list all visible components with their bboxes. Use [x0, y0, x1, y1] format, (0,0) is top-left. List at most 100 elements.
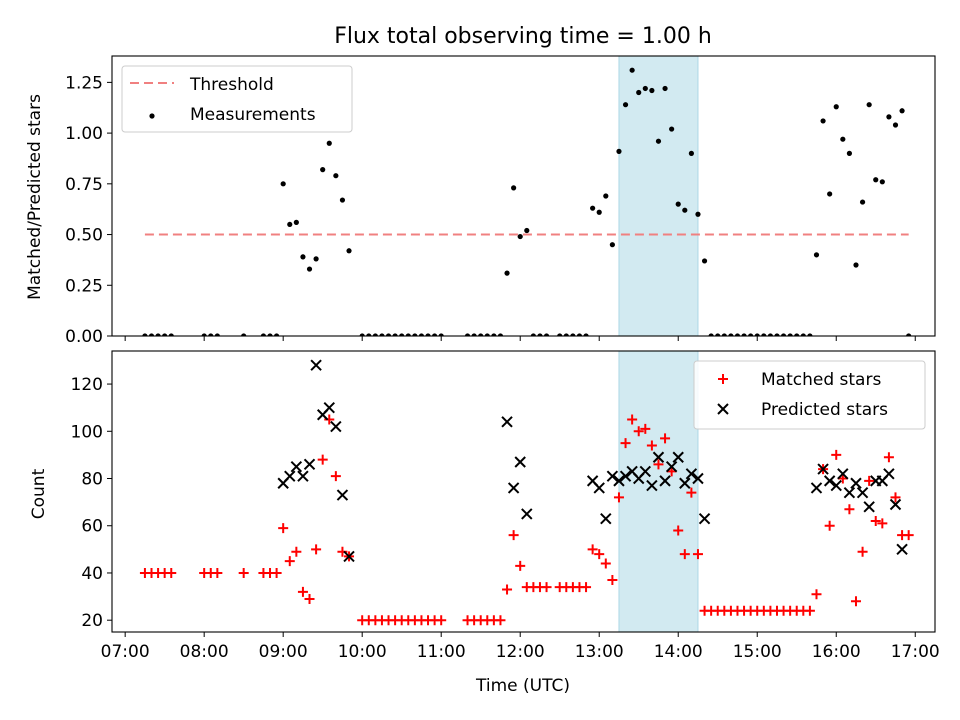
data-point	[241, 333, 247, 336]
data-point	[741, 333, 747, 336]
bottom-y-axis-label: Count	[29, 468, 49, 519]
data-point	[675, 201, 681, 207]
data-point	[827, 191, 833, 197]
data-point	[817, 463, 829, 475]
data-point	[620, 438, 631, 449]
bottom-y-tick-label: 120	[71, 375, 103, 395]
data-point	[853, 262, 859, 268]
data-point	[728, 333, 734, 336]
data-point	[883, 452, 894, 463]
data-point	[142, 333, 148, 336]
data-point	[873, 177, 879, 183]
data-point	[284, 470, 296, 482]
data-point	[679, 477, 691, 489]
data-point	[326, 140, 332, 146]
data-point	[686, 487, 697, 498]
data-point	[866, 102, 872, 108]
data-point	[385, 333, 392, 336]
top-y-tick-label: 0.25	[65, 276, 103, 296]
data-point	[863, 501, 875, 513]
data-point	[313, 256, 319, 262]
data-point	[864, 475, 875, 486]
data-point	[639, 465, 652, 478]
data-point	[896, 543, 908, 556]
top-panel: 0.00 0.25 0.50 0.75 1.00 1.25 Threshold Measure…	[65, 55, 936, 347]
x-axis-label: Time (UTC)	[475, 676, 570, 696]
data-point	[291, 546, 302, 557]
data-point	[840, 136, 846, 142]
top-y-tick-label: 1.00	[65, 124, 103, 144]
data-point	[774, 333, 780, 336]
data-point	[629, 67, 635, 73]
data-point	[576, 333, 583, 336]
data-point	[148, 333, 155, 336]
data-point	[655, 138, 662, 144]
data-point	[844, 504, 855, 515]
data-point	[850, 596, 861, 607]
data-point	[304, 593, 315, 604]
data-point	[811, 589, 822, 600]
legend-matched-swatch	[718, 374, 728, 384]
data-point	[260, 333, 267, 336]
data-point	[495, 615, 506, 626]
data-point	[278, 523, 289, 534]
data-point	[794, 333, 800, 336]
data-point	[168, 333, 174, 336]
data-point	[642, 85, 648, 92]
data-point	[438, 333, 444, 336]
data-point	[800, 333, 806, 336]
data-point	[787, 333, 793, 336]
data-point	[320, 167, 326, 173]
data-point	[508, 530, 519, 541]
data-point	[607, 575, 618, 586]
data-point	[511, 185, 517, 191]
x-tick-label: 15:00	[733, 642, 782, 662]
data-point	[399, 333, 405, 336]
bottom-panel: 20 40 60 80 100 120 07:00 08:00 09:00 10:00 11:00 1…	[71, 350, 940, 662]
data-point	[701, 258, 708, 264]
data-point	[284, 556, 295, 567]
data-point	[541, 582, 552, 593]
data-point	[425, 333, 431, 336]
bottom-y-tick-label: 40	[81, 564, 103, 584]
data-point	[310, 359, 322, 371]
bottom-y-tick-label: 20	[81, 611, 103, 631]
data-point	[856, 486, 869, 499]
data-point	[682, 207, 688, 213]
data-point	[372, 333, 378, 336]
data-point	[201, 333, 207, 336]
data-point	[823, 475, 836, 487]
data-point	[748, 333, 754, 336]
data-point	[892, 122, 899, 128]
data-point	[317, 454, 328, 465]
data-point	[504, 270, 510, 276]
data-point	[813, 252, 820, 258]
top-plot-area	[142, 67, 912, 336]
data-point	[366, 333, 372, 336]
data-point	[857, 546, 868, 557]
data-point	[478, 333, 484, 336]
data-point	[673, 525, 684, 536]
bottom-y-tick-label: 100	[71, 422, 103, 442]
data-point	[290, 460, 303, 473]
data-point	[665, 460, 678, 473]
bottom-y-tick-label: 80	[81, 470, 103, 490]
data-point	[609, 242, 615, 248]
data-point	[613, 492, 624, 503]
data-point	[432, 333, 438, 336]
data-point	[843, 486, 856, 499]
data-point	[530, 333, 536, 336]
top-y-tick-label: 0.00	[65, 327, 103, 347]
data-point	[646, 479, 658, 492]
data-point	[346, 248, 352, 254]
data-point	[619, 470, 632, 482]
data-point	[379, 333, 385, 336]
chart-title: Flux total observing time = 1.00 h	[334, 24, 712, 49]
data-point	[491, 333, 497, 336]
data-point	[297, 470, 309, 482]
data-point	[695, 211, 701, 217]
data-point	[649, 87, 655, 94]
data-point	[392, 333, 398, 336]
data-point	[287, 221, 293, 228]
data-point	[780, 333, 787, 336]
